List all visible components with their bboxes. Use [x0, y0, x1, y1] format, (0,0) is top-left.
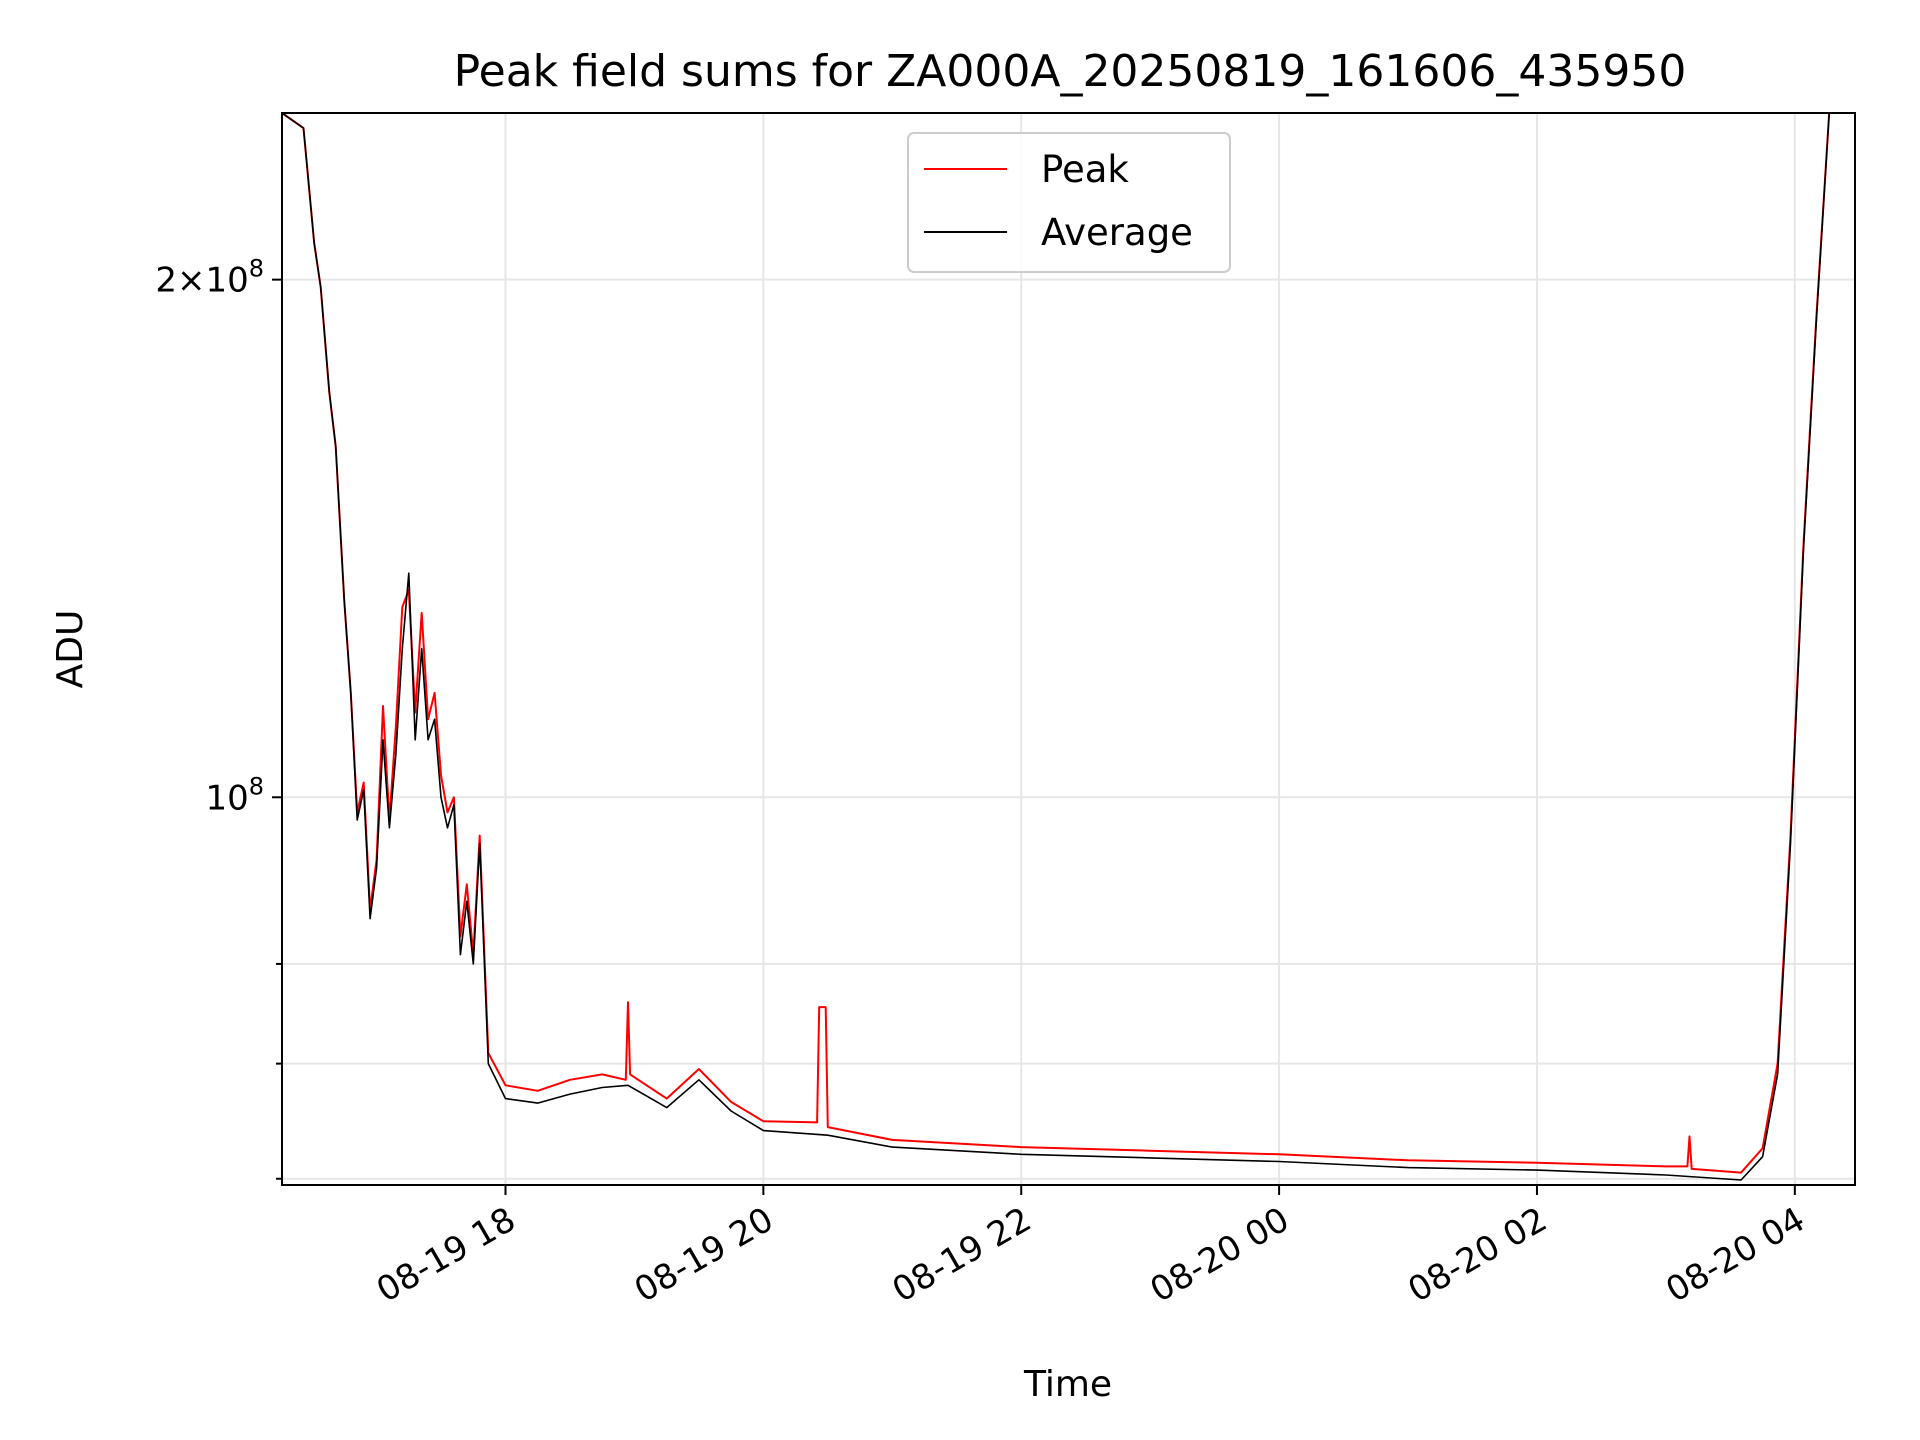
y-axis-label: ADU: [50, 610, 91, 689]
legend-average-label: Average: [1041, 211, 1193, 254]
y-tick-label-base: 10: [205, 778, 248, 818]
legend-peak-label: Peak: [1041, 148, 1129, 191]
chart-title: Peak field sums for ZA000A_20250819_1616…: [454, 46, 1687, 97]
y-tick-label: 108: [205, 772, 264, 818]
y-tick-label: 2×108: [155, 255, 264, 301]
grid-layer: [282, 113, 1855, 1185]
legend-box: [907, 132, 1231, 273]
plot-frame: [281, 112, 1856, 1186]
legend: Peak Average: [907, 132, 1231, 273]
y-tick-label-exponent: 8: [249, 772, 264, 800]
y-tick-label-base: 2×10: [155, 261, 248, 301]
x-axis-label: Time: [1023, 1364, 1112, 1405]
series-layer: [281, 112, 1855, 1181]
series-line-average: [281, 112, 1855, 1181]
y-tick-label-exponent: 8: [249, 255, 264, 283]
series-line-peak: [281, 112, 1855, 1174]
